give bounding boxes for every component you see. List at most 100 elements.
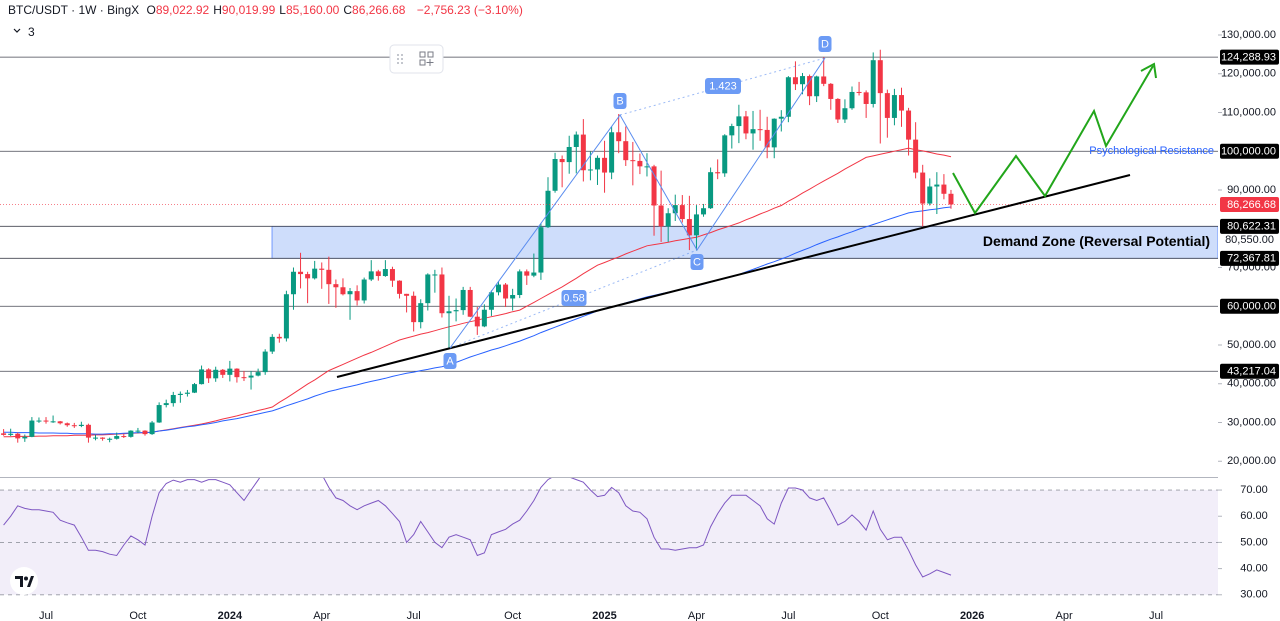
candle-body [418,303,424,323]
annotation-label: D [821,38,829,50]
collapse-chevron[interactable] [13,28,21,33]
candle-body [503,284,509,299]
candle-body [425,274,431,304]
candle-body [538,227,544,273]
annotation-box [561,290,587,306]
ohlc-value: 85,160.00 [285,3,340,17]
projection-arrowhead [1140,62,1157,79]
y-tick-label: 90,000.00 [1227,184,1276,196]
legend-header: BTC/USDT · 1W · BingX O89,022.92 H90,019.… [8,3,527,17]
ohlc-value: 89,022.92 [155,3,210,17]
candle-body [298,271,304,275]
candle-body [368,271,374,280]
candle-body [121,436,127,438]
candle-body [319,268,325,270]
candle-body [729,126,735,136]
candle-body [439,274,445,314]
drag-handle [397,54,403,64]
price-pane: Demand Zone (Reversal Potential) [0,49,1218,443]
candle-body [531,272,537,276]
moving-average [3,147,952,438]
candle-body [524,271,530,276]
candle-body [128,430,134,437]
candle-body [234,368,240,378]
candle-body [545,190,551,228]
candle-body [397,280,403,294]
candle-body [290,271,296,295]
candle-body [206,369,212,379]
candle-body [552,158,558,191]
y-tick-label: 110,000.00 [1222,106,1276,118]
x-tick-label: 2026 [960,610,984,621]
candle-body [220,369,226,375]
last-price-box [1220,196,1279,212]
ohlc-key: C [343,3,353,17]
candle-body [149,422,155,435]
candle-body [326,269,332,285]
candle-body [587,169,593,171]
annotation-box [818,36,832,52]
annotation-label: 1.423 [709,80,737,92]
candle-body [658,205,664,227]
candle-body [474,316,480,327]
candle-body [602,157,608,173]
candle-body [50,421,56,423]
candle-body [566,146,572,163]
candle-body [693,214,699,236]
candle-body [177,393,183,395]
annotation-box [443,353,457,369]
layout-icon[interactable] [419,51,434,66]
ohlc-key: H [213,3,222,17]
candle-body [842,108,848,120]
candle-body [559,158,565,163]
candle-body [771,118,777,148]
indicator-count: 3 [28,25,35,39]
candle-body [835,98,841,120]
annotation-label: 0.58 [563,292,584,304]
candle-body [828,83,834,99]
candle-body [736,116,742,127]
candle-body [227,368,233,375]
change: −2,756.23 (−3.10%) [416,3,523,17]
candle-body [891,95,897,118]
candle-body [920,172,926,204]
toolbar[interactable] [389,44,444,74]
candle-body [347,291,353,295]
candle-body [142,430,148,435]
candle-body [453,310,459,312]
candle-body [849,91,855,109]
candle-body [191,384,197,393]
candle-body [43,420,49,422]
candle-body [71,425,77,427]
candle-body [36,420,42,422]
candle-body [114,436,120,439]
candle-body [948,193,954,205]
y-tick-label: 120,000.00 [1221,68,1276,80]
pattern-dotted [449,249,698,349]
last-price-label: 86,266.68 [1227,199,1276,211]
candle-body [170,394,176,404]
candle-body [623,141,629,161]
logo [10,567,38,595]
candle-body [651,166,657,206]
y-tick-label: 30,000.00 [1227,416,1276,428]
indicator-toggle[interactable]: 3 [8,23,39,41]
annotation-box [705,78,741,94]
candle-body [382,269,388,277]
y-tick-label: 130,000.00 [1221,29,1276,41]
candle-body [616,132,622,142]
x-tick-label: Apr [313,610,330,621]
candle-body [241,377,247,379]
level-label-box [1220,363,1279,379]
annotations: A B C D 1.423 0.58 Psychological Resistance [443,36,1214,369]
candle-body [22,436,28,439]
candle-body [432,274,438,276]
candle-body [510,295,516,299]
candle-body [255,372,261,376]
level-label: 124,288.93 [1221,52,1276,64]
level-label: 60,000.00 [1227,301,1276,313]
level-label: 43,217.04 [1227,366,1276,378]
candle-body [312,268,318,279]
candle-body [460,289,466,311]
